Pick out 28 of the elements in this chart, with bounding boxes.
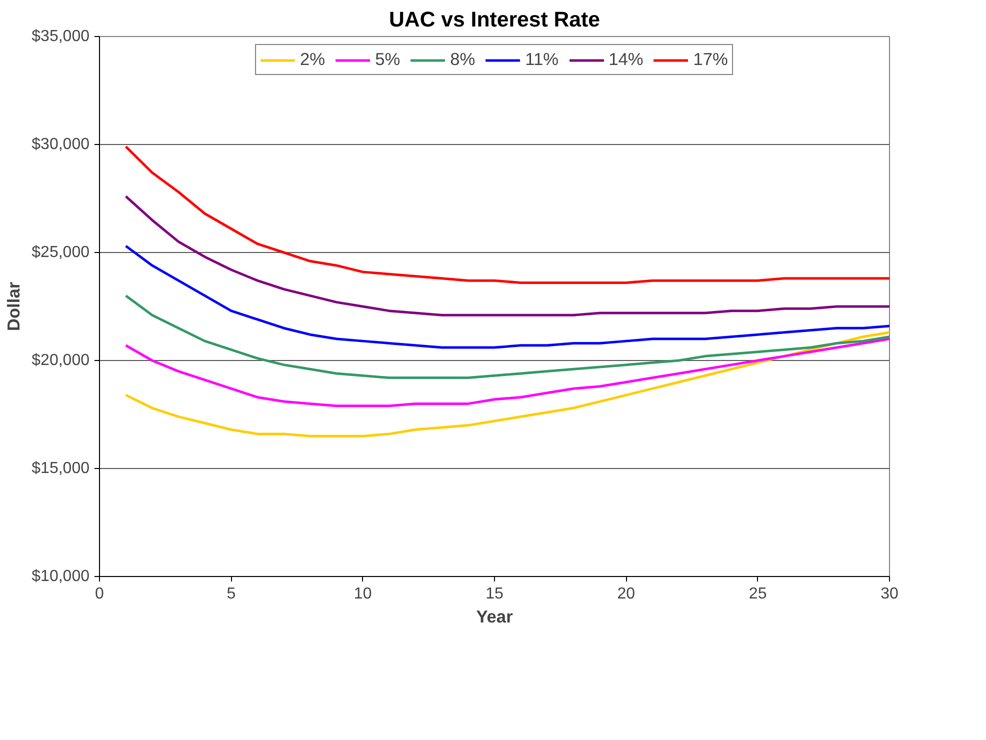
legend-label: 5% xyxy=(375,49,400,70)
x-tick-label: 25 xyxy=(748,586,767,602)
legend-label: 17% xyxy=(693,49,728,70)
line-series xyxy=(124,195,890,316)
legend-label: 14% xyxy=(608,49,644,70)
line-series xyxy=(124,331,890,438)
y-tick-label: $35,000 xyxy=(32,28,90,45)
line-series xyxy=(124,294,890,380)
x-axis-title: Year xyxy=(476,606,514,626)
chart-title: UAC vs Interest Rate xyxy=(389,8,600,32)
y-tick-label: $15,000 xyxy=(32,460,90,477)
line-series xyxy=(124,338,890,408)
legend-label: 8% xyxy=(450,49,476,70)
legend-label: 11% xyxy=(525,49,559,70)
x-tick-label: 0 xyxy=(95,586,104,602)
x-tick-label: 5 xyxy=(226,586,236,602)
line-series xyxy=(124,145,890,284)
y-tick-label: $30,000 xyxy=(32,136,90,153)
line-series xyxy=(124,244,890,349)
legend-label: 2% xyxy=(300,49,326,70)
x-tick-label: 30 xyxy=(880,586,898,602)
x-tick-label: 10 xyxy=(354,586,372,602)
y-tick-label: $20,000 xyxy=(32,352,90,369)
x-tick-label: 20 xyxy=(617,586,636,602)
y-axis-title: Dollar xyxy=(4,282,24,332)
y-tick-label: $25,000 xyxy=(32,244,90,261)
y-tick-label: $10,000 xyxy=(32,568,90,585)
x-tick-label: 15 xyxy=(486,586,504,602)
